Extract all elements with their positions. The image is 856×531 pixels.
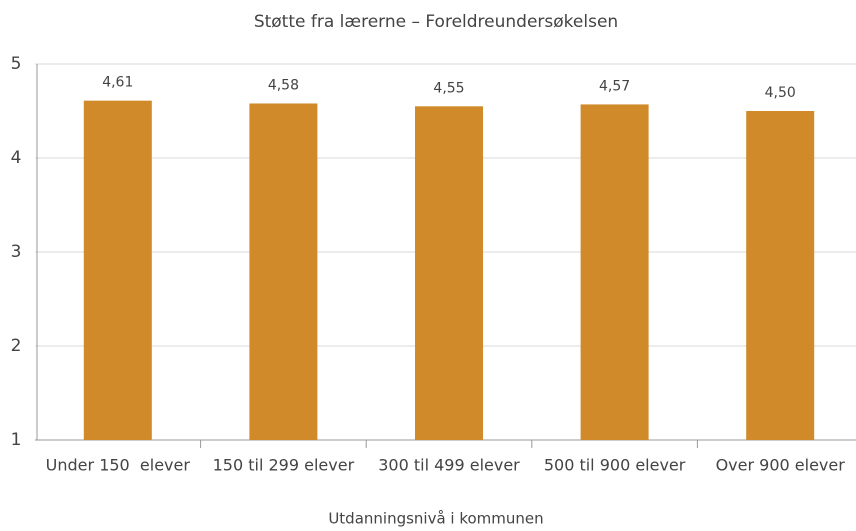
- x-tick-label: Over 900 elever: [716, 456, 846, 475]
- bar: [249, 103, 318, 440]
- x-tick-label: 150 til 299 elever: [213, 456, 355, 475]
- bar: [83, 100, 152, 440]
- value-label: 4,55: [433, 80, 464, 96]
- y-tick-label: 4: [11, 148, 22, 168]
- chart-title: Støtte fra lærerne – Foreldreundersøkels…: [254, 12, 618, 32]
- value-label: 4,61: [102, 75, 133, 91]
- x-axis-label: Utdanningsnivå i kommunen: [328, 510, 543, 528]
- x-tick-label: Under 150 elever: [46, 456, 191, 475]
- x-tick-label: 300 til 499 elever: [378, 456, 520, 475]
- y-tick-label: 2: [11, 336, 22, 356]
- bar: [580, 104, 649, 441]
- bar: [415, 106, 483, 441]
- y-tick-label: 5: [11, 54, 22, 74]
- value-label: 4,50: [765, 85, 796, 101]
- x-tick-label: 500 til 900 elever: [544, 456, 686, 475]
- bar: [746, 111, 815, 440]
- value-label: 4,58: [268, 77, 299, 93]
- y-tick-label: 1: [11, 430, 22, 450]
- y-tick-label: 3: [11, 242, 22, 262]
- value-label: 4,57: [599, 78, 630, 94]
